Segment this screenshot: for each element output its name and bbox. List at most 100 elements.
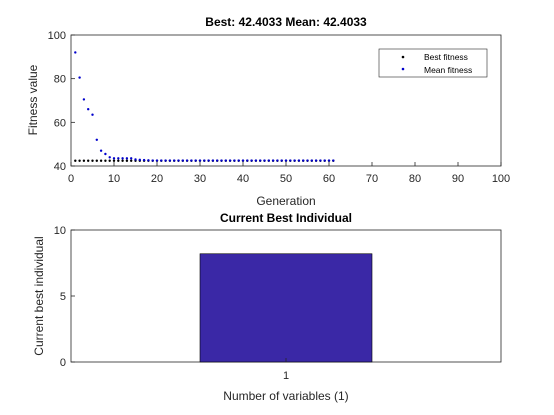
legend-marker-best [401,55,405,59]
best-fitness-point [121,159,124,162]
mean-fitness-point [134,158,137,161]
legend-entry-best: Best fitness [424,52,468,62]
mean-fitness-point [211,159,215,162]
mean-fitness-point [194,159,197,162]
mean-fitness-point [78,76,81,79]
legend-marker-mean [401,67,405,71]
mean-fitness-point [224,159,227,162]
y-tick-label: 40 [54,161,66,173]
x-axis-label: Generation [256,194,315,208]
mean-fitness-point [130,157,133,160]
y-tick-label: 5 [60,291,66,303]
mean-fitness-point [250,159,253,162]
y-axis-label: Current best individual [32,236,46,355]
fitness-chart: Best: 42.4033 Mean: 42.4033 0 10 20 30 40 50 6… [26,15,510,208]
x-tick-label: 40 [237,173,249,185]
mean-fitness-point [104,152,107,156]
mean-fitness-point [319,159,322,162]
mean-fitness-point [228,159,232,162]
mean-fitness-point [147,159,150,162]
x-tick-label: 80 [409,173,421,185]
mean-fitness-point [263,159,266,162]
best-fitness-point [117,159,120,162]
x-axis-ticks: 1 [283,358,289,382]
best-fitness-point [104,159,107,162]
x-tick-label: 70 [366,173,378,185]
chart-title: Best: 42.4033 Mean: 42.4033 [205,15,367,29]
mean-fitness-point [164,159,167,162]
mean-fitness-point [327,159,331,162]
mean-fitness-point [91,113,94,116]
bars [199,253,373,363]
y-axis-ticks: 0 5 10 [54,225,75,369]
mean-fitness-point [237,159,240,162]
mean-fitness-point [310,159,313,162]
mean-fitness-point [207,159,210,162]
y-tick-label: 80 [54,74,66,86]
best-fitness-point [82,159,86,162]
best-fitness-point [91,159,94,162]
x-tick-label: 10 [108,173,120,185]
y-tick-label: 10 [54,225,66,237]
mean-fitness-point [190,159,193,162]
mean-fitness-point [254,159,258,162]
mean-fitness-point [82,98,86,101]
mean-fitness-point [155,159,159,162]
best-fitness-point [108,159,111,162]
mean-fitness-point [246,159,249,162]
mean-fitness-point [203,159,206,162]
legend-box [378,48,488,78]
mean-fitness-point [267,159,270,162]
y-tick-label: 60 [54,117,66,129]
mean-fitness-point [284,159,288,162]
legend-entry-mean: Mean fitness [424,65,472,75]
chart-title: Current Best Individual [220,211,352,225]
mean-fitness-point [173,159,176,162]
y-tick-label: 100 [48,30,66,42]
mean-fitness-point [87,108,90,111]
x-axis-label: Number of variables (1) [223,389,348,403]
best-fitness-point [112,159,116,162]
mean-fitness-point [302,159,305,162]
mean-fitness-point [241,159,245,162]
mean-fitness-point [181,159,184,162]
x-tick-label: 20 [151,173,163,185]
bar [199,253,373,363]
best-fitness-point [95,159,99,162]
mean-fitness-point [259,159,262,162]
y-axis-label: Fitness value [26,64,40,135]
mean-fitness-point [332,159,335,162]
series-points [74,51,335,162]
mean-fitness-point [185,159,189,162]
mean-fitness-point [216,159,219,162]
mean-fitness-series [74,51,335,162]
x-tick-label: 30 [194,173,206,185]
mean-fitness-point [276,159,279,162]
x-axis-ticks: 0 10 20 30 40 50 60 70 80 90 100 [68,162,510,185]
x-tick-label: 50 [280,173,292,185]
mean-fitness-point [74,51,77,54]
mean-fitness-point [289,159,292,162]
mean-fitness-point [233,159,236,162]
mean-fitness-point [95,138,99,141]
y-axis-ticks: 40 60 80 100 [48,30,75,173]
mean-fitness-point [121,157,124,160]
mean-fitness-point [117,157,120,160]
mean-fitness-point [108,156,111,159]
mean-fitness-point [323,159,326,162]
x-tick-label: 60 [323,173,335,185]
mean-fitness-point [138,158,141,162]
best-fitness-point [99,159,103,162]
mean-fitness-point [112,157,116,160]
x-tick-label: 1 [283,370,289,382]
mean-fitness-point [314,159,318,162]
x-tick-label: 90 [452,173,464,185]
mean-fitness-point [125,157,129,160]
mean-fitness-point [306,159,309,162]
mean-fitness-point [177,159,180,162]
mean-fitness-point [271,159,275,162]
best-fitness-point [78,159,81,162]
mean-fitness-point [293,159,296,162]
best-fitness-point [74,159,77,162]
